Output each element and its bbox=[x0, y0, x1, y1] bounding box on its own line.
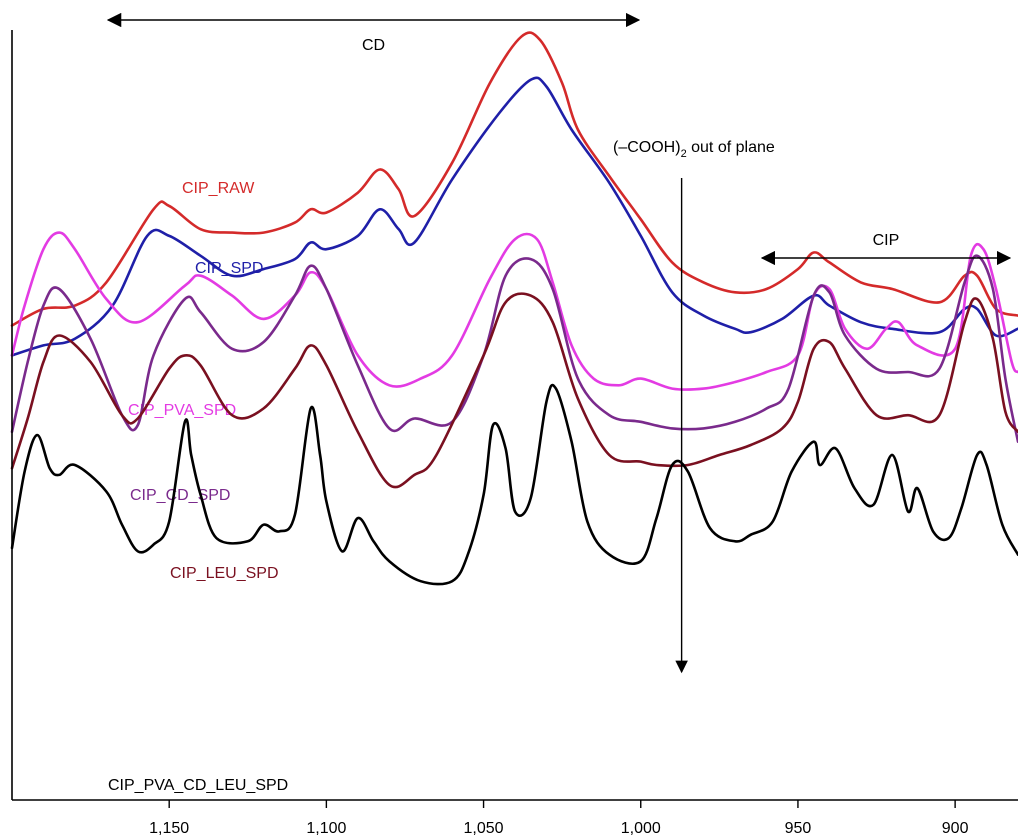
series-layer: CIP_RAW CIP_SPD CIP_PVA_SPD CIP_CD_SPD CIP_L… bbox=[10, 31, 1018, 794]
cooh-annotation-label: (–COOH)2 out of plane bbox=[613, 139, 775, 160]
series-label-cip-pva-cd-leu-spd: CIP_PVA_CD_LEU_SPD bbox=[108, 777, 288, 794]
annotation-layer: CD CIP (–COOH)2 out of plane bbox=[106, 12, 1012, 674]
series-line-cip-raw bbox=[10, 31, 1018, 327]
series-line-cip-pva-spd bbox=[10, 231, 1018, 391]
x-tick-label: 1,050 bbox=[464, 820, 504, 837]
series-label-cip-leu-spd: CIP_LEU_SPD bbox=[170, 565, 279, 582]
x-tick-label: 1,000 bbox=[621, 820, 661, 837]
series-label-cip-cd-spd: CIP_CD_SPD bbox=[130, 487, 230, 504]
series-label-cip-pva-spd: CIP_PVA_SPD bbox=[128, 402, 236, 419]
series-line-cip-pva-cd-leu-spd bbox=[10, 383, 1018, 586]
x-tick-label: 900 bbox=[942, 820, 969, 837]
x-tick-label: 950 bbox=[785, 820, 812, 837]
x-tick-label: 1,150 bbox=[149, 820, 189, 837]
cd-range-label: CD bbox=[362, 37, 385, 54]
x-tick-label: 1,100 bbox=[306, 820, 346, 837]
series-label-cip-spd: CIP_SPD bbox=[195, 260, 263, 277]
series-label-cip-raw: CIP_RAW bbox=[182, 180, 255, 197]
series-line-cip-spd bbox=[10, 76, 1018, 357]
series-line-cip-cd-spd bbox=[10, 254, 1018, 443]
cip-range-label: CIP bbox=[873, 232, 900, 249]
x-axis: 1,150 1,100 1,050 1,000 950 900 bbox=[11, 30, 1018, 837]
series-line-cip-leu-spd bbox=[10, 292, 1018, 489]
